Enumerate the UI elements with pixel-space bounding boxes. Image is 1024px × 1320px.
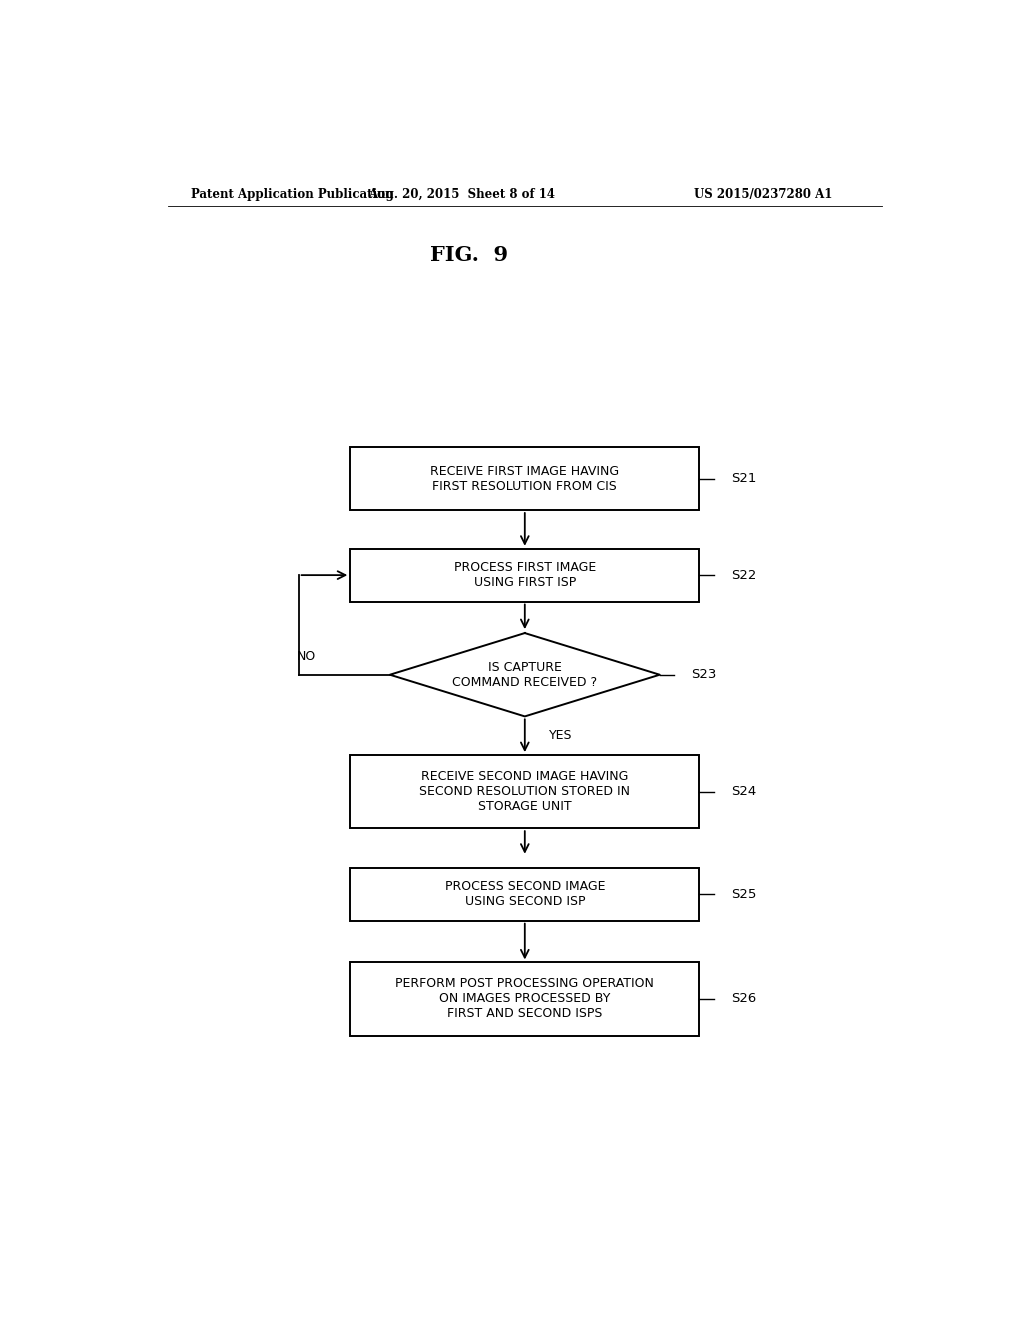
Text: S23: S23 xyxy=(691,668,717,681)
Text: Aug. 20, 2015  Sheet 8 of 14: Aug. 20, 2015 Sheet 8 of 14 xyxy=(368,189,555,202)
Text: S25: S25 xyxy=(731,888,757,900)
Text: YES: YES xyxy=(549,729,572,742)
Text: PROCESS FIRST IMAGE
USING FIRST ISP: PROCESS FIRST IMAGE USING FIRST ISP xyxy=(454,561,596,589)
Polygon shape xyxy=(390,634,659,717)
Text: RECEIVE SECOND IMAGE HAVING
SECOND RESOLUTION STORED IN
STORAGE UNIT: RECEIVE SECOND IMAGE HAVING SECOND RESOL… xyxy=(419,770,631,813)
FancyBboxPatch shape xyxy=(350,755,699,828)
Text: FIG.  9: FIG. 9 xyxy=(430,246,508,265)
Text: Patent Application Publication: Patent Application Publication xyxy=(191,189,394,202)
Text: IS CAPTURE
COMMAND RECEIVED ?: IS CAPTURE COMMAND RECEIVED ? xyxy=(453,661,597,689)
FancyBboxPatch shape xyxy=(350,549,699,602)
FancyBboxPatch shape xyxy=(350,962,699,1036)
Text: S21: S21 xyxy=(731,473,757,484)
Text: PROCESS SECOND IMAGE
USING SECOND ISP: PROCESS SECOND IMAGE USING SECOND ISP xyxy=(444,880,605,908)
Text: S24: S24 xyxy=(731,785,757,799)
Text: NO: NO xyxy=(297,649,316,663)
Text: S26: S26 xyxy=(731,993,757,1006)
Text: RECEIVE FIRST IMAGE HAVING
FIRST RESOLUTION FROM CIS: RECEIVE FIRST IMAGE HAVING FIRST RESOLUT… xyxy=(430,465,620,492)
Text: S22: S22 xyxy=(731,569,757,582)
Text: PERFORM POST PROCESSING OPERATION
ON IMAGES PROCESSED BY
FIRST AND SECOND ISPS: PERFORM POST PROCESSING OPERATION ON IMA… xyxy=(395,978,654,1020)
FancyBboxPatch shape xyxy=(350,867,699,921)
Text: US 2015/0237280 A1: US 2015/0237280 A1 xyxy=(693,189,833,202)
FancyBboxPatch shape xyxy=(350,447,699,510)
